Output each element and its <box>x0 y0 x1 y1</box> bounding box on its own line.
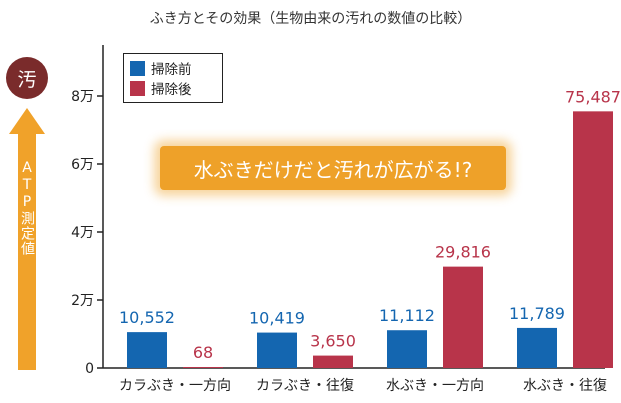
bar-before <box>127 332 167 368</box>
y-tick-label: 0 <box>85 361 94 377</box>
data-label: 29,816 <box>435 243 491 262</box>
x-tick-label: 水ぶき・一方向 <box>386 378 484 394</box>
data-label: 10,419 <box>249 309 305 328</box>
legend-swatch-after <box>130 80 145 96</box>
bars <box>127 111 613 368</box>
bar-after <box>313 355 353 368</box>
data-label: 10,552 <box>119 308 175 327</box>
axes: 0 2万 4万 6万 8万 <box>71 45 605 377</box>
bar-before <box>257 332 297 368</box>
legend-label-after: 掃除後 <box>151 82 192 98</box>
data-label: 11,112 <box>379 306 435 325</box>
up-arrow-icon <box>9 108 45 370</box>
y-tick-label: 2万 <box>71 293 94 309</box>
bar-after <box>443 266 483 368</box>
arrow-shape <box>9 108 45 370</box>
y-tick-label: 8万 <box>71 89 94 105</box>
legend-swatch-before <box>130 60 145 76</box>
y-tick-label: 4万 <box>71 225 94 241</box>
data-label: 75,487 <box>565 87 621 106</box>
callout-banner: 水ぶきだけだと汚れが広がる!? <box>160 146 506 190</box>
data-label: 11,789 <box>509 304 565 323</box>
legend-item-after: 掃除後 <box>130 78 216 98</box>
dirt-kanji-icon: 汚 <box>6 57 48 99</box>
legend: 掃除前 掃除後 <box>123 53 223 103</box>
bar-after <box>183 367 223 368</box>
bar-before <box>387 330 427 368</box>
x-tick-label: カラぶき・往復 <box>256 377 354 394</box>
data-label: 68 <box>193 343 213 362</box>
x-tick-label: カラぶき・一方向 <box>119 378 231 394</box>
data-label: 3,650 <box>310 332 356 351</box>
legend-item-before: 掃除前 <box>130 58 216 78</box>
bar-after <box>573 111 613 368</box>
labels: 10,552 68 カラぶき・一方向 10,419 3,650 カラぶき・往復 11,112… <box>119 87 621 394</box>
x-tick-label: 水ぶき・往復 <box>523 377 607 394</box>
y-tick-label: 6万 <box>71 157 94 173</box>
legend-label-before: 掃除前 <box>151 62 192 78</box>
y-axis-label: ATP測定値 <box>19 160 35 256</box>
chart-title: ふき方とその効果（生物由来の汚れの数値の比較） <box>149 11 472 27</box>
bar-before <box>517 327 557 368</box>
